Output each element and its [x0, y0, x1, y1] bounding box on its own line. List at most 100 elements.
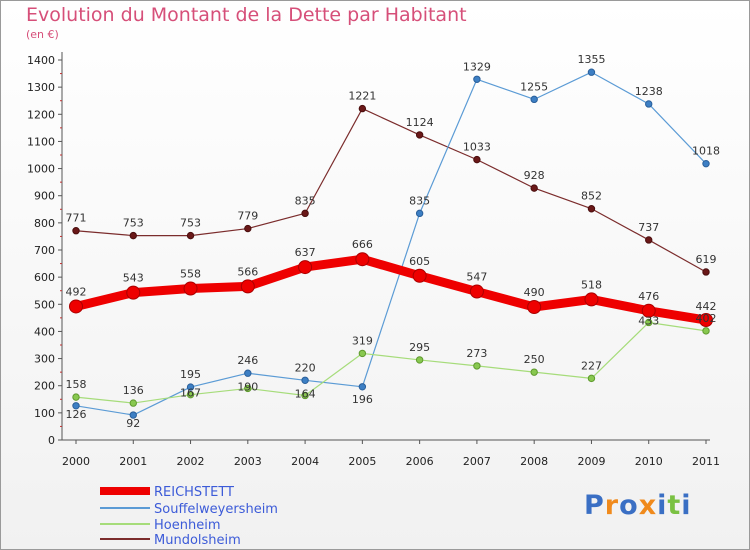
data-point — [240, 279, 255, 294]
data-label: 753 — [180, 217, 201, 230]
data-label: 158 — [66, 378, 87, 391]
data-label: 605 — [409, 255, 430, 268]
data-label: 164 — [295, 387, 316, 400]
data-point — [358, 349, 367, 358]
data-label: 566 — [237, 265, 258, 278]
data-label: 490 — [524, 286, 545, 299]
logo-letter: x — [638, 490, 658, 521]
data-label: 433 — [638, 314, 659, 327]
x-tick-label: 2005 — [348, 455, 376, 468]
data-label: 220 — [295, 361, 316, 374]
data-point — [587, 205, 596, 213]
data-label: 835 — [295, 194, 316, 207]
data-label: 543 — [123, 272, 144, 285]
data-point — [69, 299, 83, 314]
data-label: 1238 — [635, 85, 663, 98]
data-point — [244, 384, 252, 393]
data-label: 196 — [352, 393, 373, 406]
data-point — [358, 104, 367, 113]
data-point — [129, 231, 137, 240]
x-tick-label: 2006 — [406, 455, 434, 468]
data-label: 928 — [524, 169, 545, 182]
logo-letter: o — [619, 490, 639, 521]
legend-label-souffelweyersheim: Souffelweyersheim — [154, 502, 278, 517]
data-label: 737 — [638, 221, 659, 234]
data-point — [587, 374, 596, 383]
data-label: 319 — [352, 334, 373, 347]
y-tick-label: 800 — [34, 217, 55, 230]
data-point — [415, 209, 424, 218]
data-label: 518 — [581, 278, 602, 291]
data-point — [473, 155, 481, 164]
data-label: 1124 — [406, 116, 434, 129]
logo-letter: P — [584, 490, 605, 521]
data-label: 666 — [352, 238, 373, 251]
data-point — [645, 236, 653, 244]
data-point — [702, 268, 710, 276]
data-point — [129, 399, 137, 407]
data-point — [126, 285, 141, 300]
y-tick-label: 500 — [34, 298, 55, 311]
data-point — [358, 383, 367, 391]
data-point — [415, 131, 424, 139]
y-tick-label: 1300 — [27, 81, 55, 94]
data-label: 250 — [524, 353, 545, 366]
data-point — [72, 227, 80, 235]
data-point — [415, 356, 424, 364]
y-tick-label: 900 — [34, 190, 55, 203]
x-tick-label: 2000 — [62, 455, 90, 468]
x-tick-label: 2004 — [291, 455, 319, 468]
data-point — [702, 159, 710, 168]
y-tick-label: 1000 — [27, 163, 55, 176]
chart-title: Evolution du Montant de la Dette par Hab… — [26, 4, 467, 26]
y-tick-label: 600 — [34, 271, 55, 284]
y-tick-label: 300 — [34, 353, 55, 366]
data-label: 273 — [466, 347, 487, 360]
legend-label-mundolsheim: Mundolsheim — [154, 533, 241, 548]
data-label: 558 — [180, 268, 201, 281]
chart-subtitle: (en €) — [26, 28, 59, 41]
data-point — [72, 402, 80, 410]
data-label: 492 — [66, 285, 87, 298]
data-label: 167 — [180, 387, 201, 400]
data-point — [183, 281, 198, 296]
data-label: 1255 — [520, 80, 548, 93]
data-label: 295 — [409, 341, 430, 354]
data-point — [298, 260, 313, 275]
data-point — [244, 224, 252, 233]
x-tick-label: 2008 — [520, 455, 548, 468]
data-label: 835 — [409, 194, 430, 207]
data-point — [129, 411, 137, 419]
x-tick-label: 2010 — [635, 455, 663, 468]
data-point — [301, 209, 309, 218]
data-point — [473, 362, 481, 370]
y-tick-label: 1400 — [27, 54, 55, 67]
data-point — [72, 393, 80, 401]
data-point — [645, 318, 653, 327]
data-point — [186, 231, 195, 240]
logo-letter: t — [667, 490, 682, 521]
x-tick-label: 2007 — [463, 455, 491, 468]
y-tick-label: 1100 — [27, 135, 55, 148]
data-point — [530, 95, 538, 104]
data-label: 126 — [66, 408, 87, 421]
data-point — [527, 300, 542, 314]
data-point — [530, 184, 538, 192]
y-tick-label: 0 — [48, 434, 55, 447]
y-tick-label: 400 — [34, 325, 55, 338]
data-point — [530, 368, 538, 376]
x-tick-label: 2002 — [177, 455, 205, 468]
data-point — [244, 369, 252, 377]
y-tick-label: 100 — [34, 407, 55, 420]
data-label: 1033 — [463, 141, 491, 154]
series-line-hoenheim — [75, 321, 707, 404]
legend-label-hoenheim: Hoenheim — [154, 518, 220, 533]
series-line-souffelweyersheim — [75, 71, 707, 416]
data-label: 1355 — [577, 53, 605, 66]
data-label: 1018 — [692, 145, 720, 158]
data-point — [702, 327, 710, 335]
data-label: 779 — [237, 210, 258, 223]
data-label: 402 — [696, 312, 717, 325]
